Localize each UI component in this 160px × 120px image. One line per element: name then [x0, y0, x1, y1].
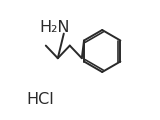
Text: H₂N: H₂N: [39, 19, 69, 35]
Text: HCl: HCl: [27, 91, 54, 107]
